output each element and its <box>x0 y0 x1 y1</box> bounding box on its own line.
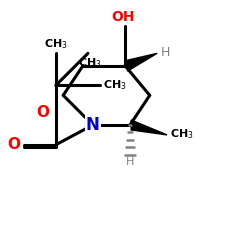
Text: CH$_3$: CH$_3$ <box>44 37 68 51</box>
Text: H: H <box>161 46 170 59</box>
Text: CH$_3$: CH$_3$ <box>170 127 193 140</box>
Text: CH$_3$: CH$_3$ <box>78 56 102 70</box>
Polygon shape <box>128 53 157 71</box>
Text: CH$_3$: CH$_3$ <box>103 78 126 92</box>
Text: O: O <box>7 137 20 152</box>
Polygon shape <box>131 120 167 135</box>
Text: N: N <box>86 116 100 134</box>
Text: O: O <box>36 105 50 120</box>
Text: OH: OH <box>111 10 134 24</box>
Text: H: H <box>126 157 134 167</box>
